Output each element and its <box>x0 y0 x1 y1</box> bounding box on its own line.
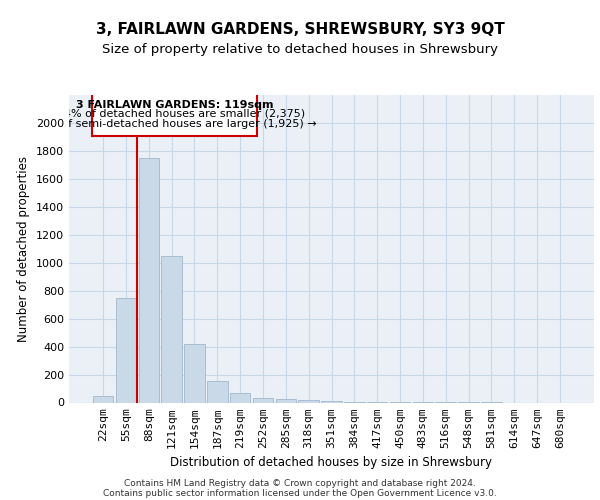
Text: ← 54% of detached houses are smaller (2,375): ← 54% of detached houses are smaller (2,… <box>44 109 305 119</box>
Bar <box>298 400 319 402</box>
Text: 44% of semi-detached houses are larger (1,925) →: 44% of semi-detached houses are larger (… <box>32 120 316 130</box>
Bar <box>139 158 159 402</box>
Text: Contains HM Land Registry data © Crown copyright and database right 2024.: Contains HM Land Registry data © Crown c… <box>124 478 476 488</box>
Text: 3, FAIRLAWN GARDENS, SHREWSBURY, SY3 9QT: 3, FAIRLAWN GARDENS, SHREWSBURY, SY3 9QT <box>95 22 505 38</box>
Text: Contains public sector information licensed under the Open Government Licence v3: Contains public sector information licen… <box>103 488 497 498</box>
Bar <box>230 394 250 402</box>
Bar <box>275 399 296 402</box>
Bar <box>184 344 205 403</box>
Bar <box>92 80 257 136</box>
Bar <box>253 398 273 402</box>
Y-axis label: Number of detached properties: Number of detached properties <box>17 156 31 342</box>
X-axis label: Distribution of detached houses by size in Shrewsbury: Distribution of detached houses by size … <box>170 456 493 469</box>
Bar <box>116 298 136 403</box>
Bar <box>93 396 113 402</box>
Bar <box>321 401 342 402</box>
Text: Size of property relative to detached houses in Shrewsbury: Size of property relative to detached ho… <box>102 42 498 56</box>
Bar <box>207 381 227 402</box>
Bar <box>161 256 182 402</box>
Text: 3 FAIRLAWN GARDENS: 119sqm: 3 FAIRLAWN GARDENS: 119sqm <box>76 100 273 110</box>
